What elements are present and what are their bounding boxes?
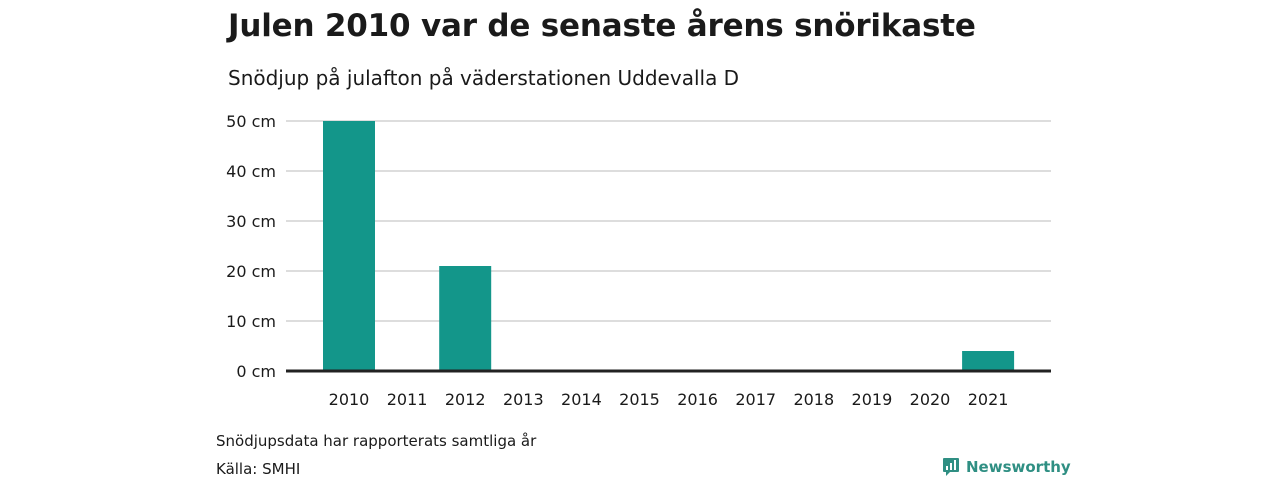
x-tick-label: 2011	[387, 390, 428, 409]
data-note: Snödjupsdata har rapporterats samtliga å…	[216, 432, 537, 450]
x-tick-label: 2018	[793, 390, 834, 409]
bar-2021	[962, 351, 1015, 371]
x-tick-label: 2019	[852, 390, 893, 409]
x-tick-label: 2015	[619, 390, 660, 409]
x-tick-label: 2017	[735, 390, 776, 409]
brand-name: Newsworthy	[966, 458, 1071, 476]
x-tick-label: 2010	[329, 390, 370, 409]
x-tick-label: 2014	[561, 390, 602, 409]
y-tick-label: 40 cm	[226, 162, 276, 181]
y-tick-label: 10 cm	[226, 312, 276, 331]
x-tick-label: 2013	[503, 390, 544, 409]
chart-title: Julen 2010 var de senaste årens snörikas…	[228, 8, 976, 44]
newsworthy-logo-icon	[943, 458, 959, 476]
y-tick-label: 0 cm	[236, 362, 276, 381]
chart-subtitle: Snödjup på julafton på väderstationen Ud…	[228, 66, 740, 90]
x-tick-label: 2016	[677, 390, 718, 409]
brand-logo: Newsworthy	[942, 456, 1071, 478]
x-tick-label: 2020	[910, 390, 951, 409]
bar-2010	[323, 121, 375, 371]
source-label: Källa: SMHI	[216, 460, 301, 478]
bar-2012	[439, 266, 492, 371]
y-tick-label: 20 cm	[226, 262, 276, 281]
x-tick-label: 2012	[445, 390, 486, 409]
y-tick-label: 50 cm	[226, 112, 276, 131]
bar-chart: 0 cm 10 cm 20 cm 30 cm 40 cm 50 cm 2010 2011 201…	[226, 112, 1051, 409]
x-tick-label: 2021	[968, 390, 1009, 409]
y-tick-label: 30 cm	[226, 212, 276, 231]
